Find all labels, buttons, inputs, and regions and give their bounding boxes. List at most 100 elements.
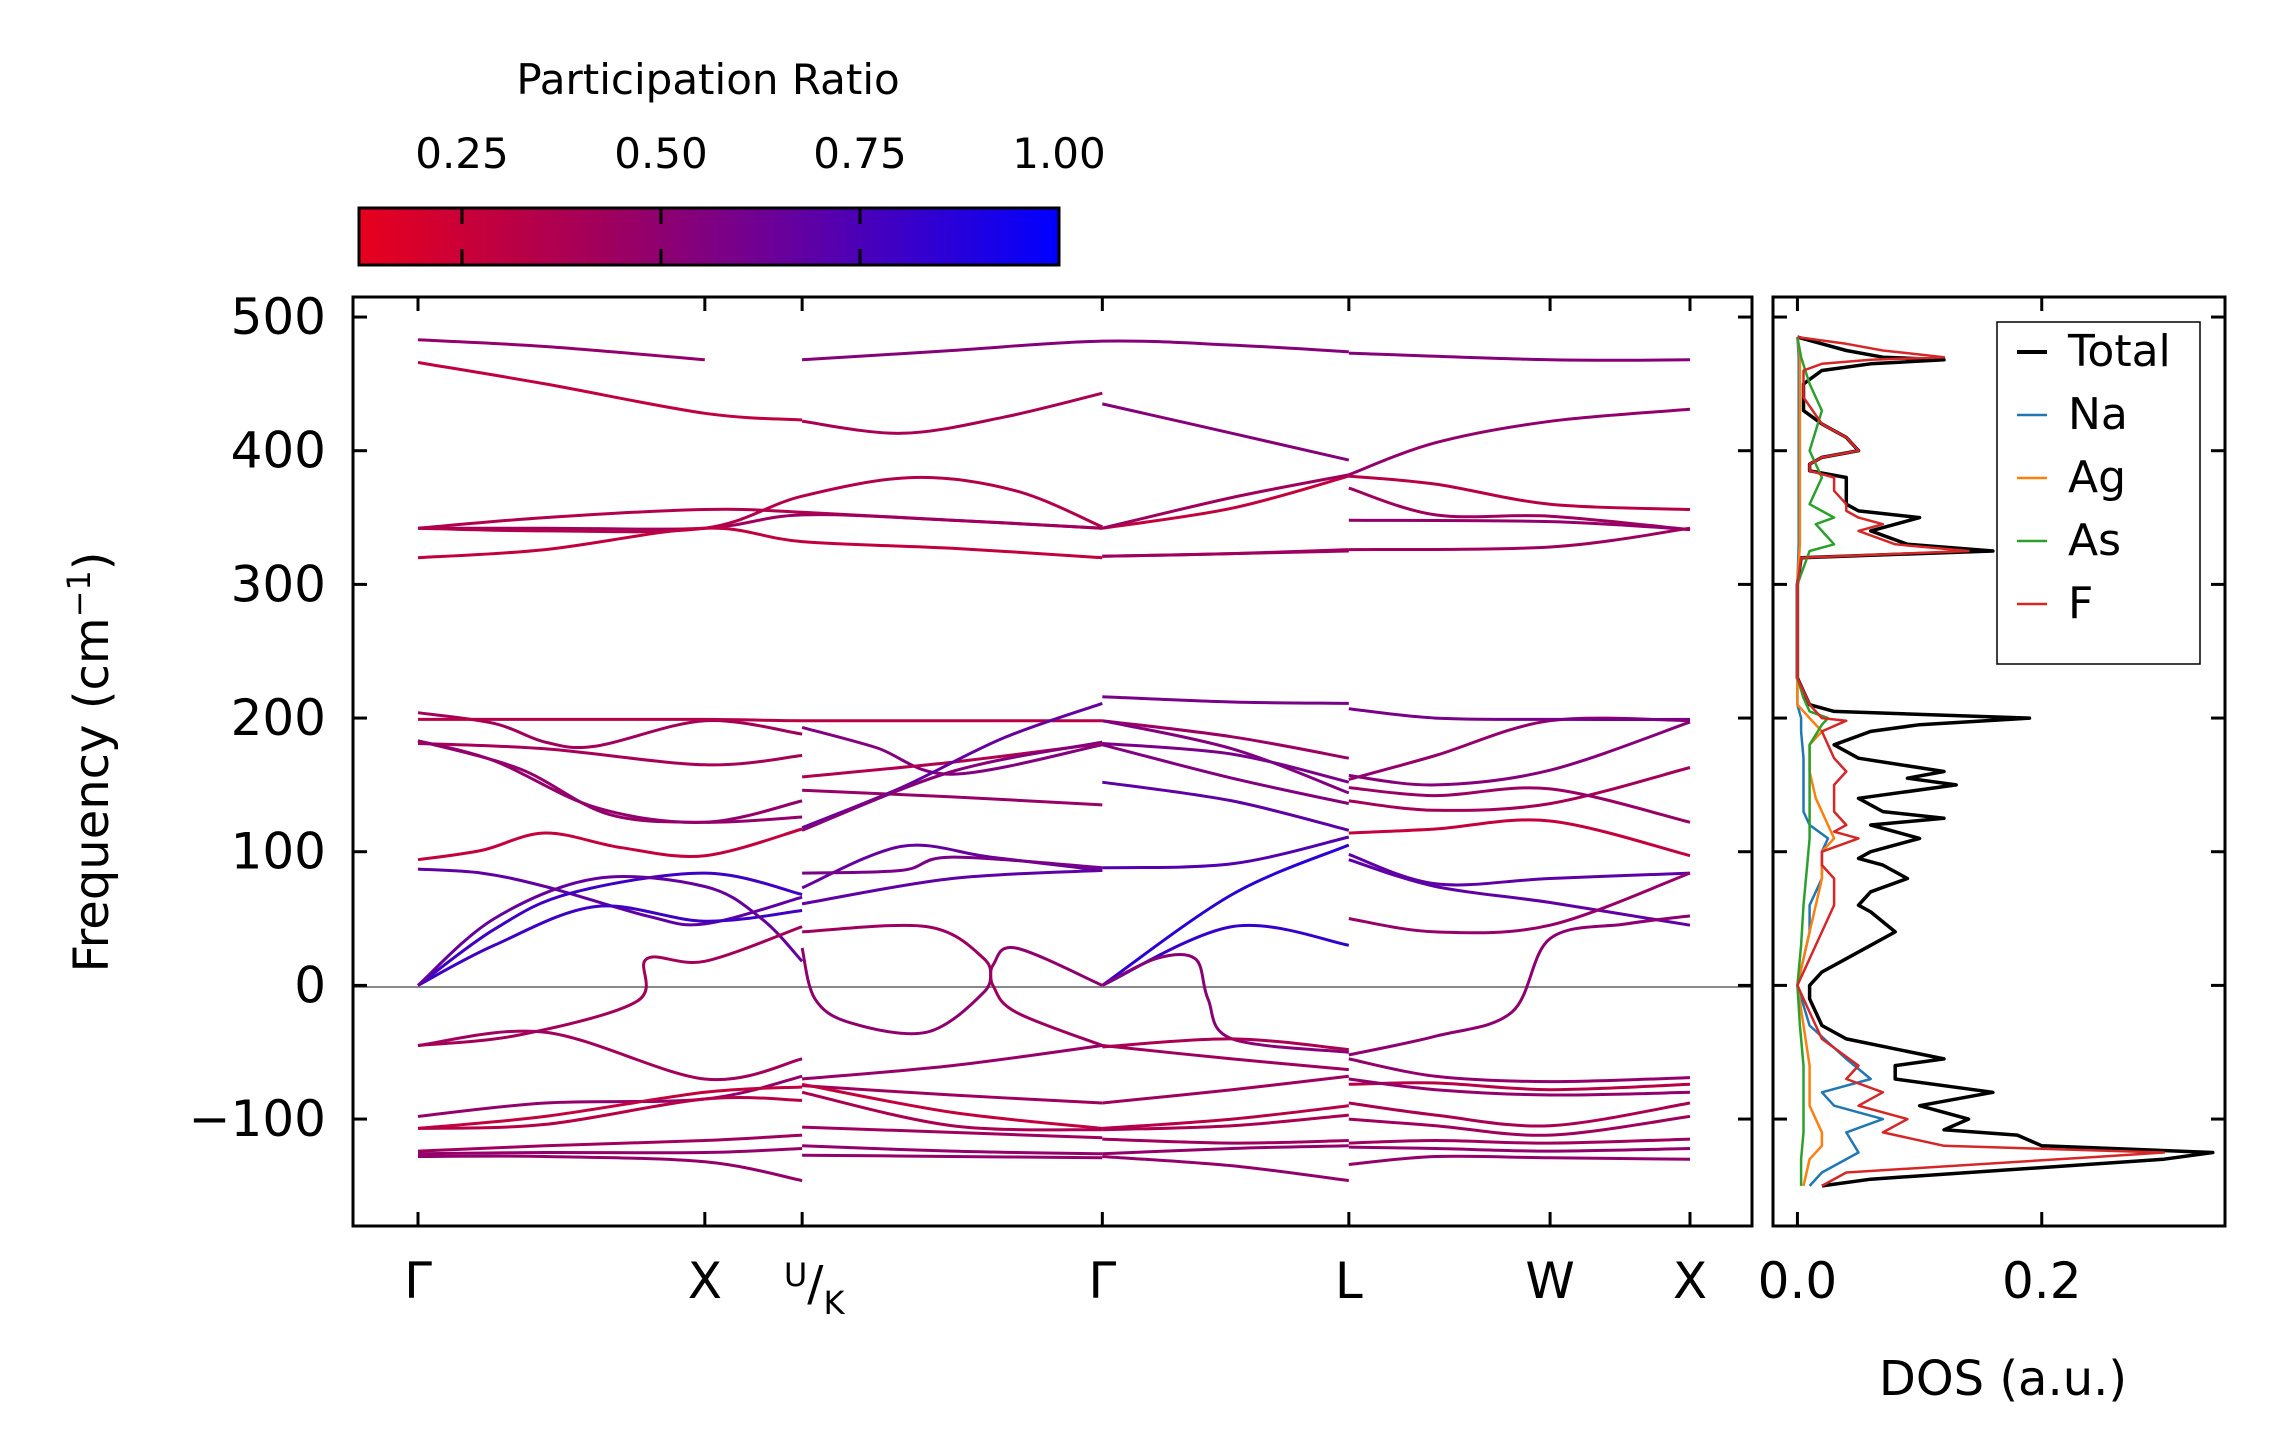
x-tick-label-slash: / xyxy=(807,1256,824,1312)
band-line xyxy=(1101,953,1349,1054)
band-line xyxy=(418,717,1103,723)
band-line xyxy=(1102,719,1350,760)
band-line xyxy=(1102,1074,1349,1105)
legend-box xyxy=(1996,321,2201,665)
band-lines xyxy=(417,338,1691,1183)
legend-label: Na xyxy=(2068,389,2128,440)
legend-label: As xyxy=(2068,515,2121,566)
legend-label: F xyxy=(2068,578,2093,629)
band-line xyxy=(417,475,1103,534)
band-line xyxy=(1101,402,1350,462)
colorbar-label: Participation Ratio xyxy=(516,55,899,104)
band-line xyxy=(417,1029,803,1082)
band-x-ticks: Γ X U/K Γ L W X xyxy=(404,297,1707,1322)
band-line xyxy=(1348,914,1691,1057)
band-line xyxy=(1348,407,1691,477)
band-line xyxy=(802,855,1103,875)
band-line xyxy=(1102,549,1349,558)
x-tick-label-upper: U xyxy=(784,1256,807,1294)
band-line xyxy=(1348,871,1691,935)
band-line xyxy=(1348,707,1691,721)
x-tick-label: Γ xyxy=(1088,1252,1116,1310)
band-line xyxy=(802,1125,1103,1140)
band-line xyxy=(1102,1155,1349,1183)
band-line xyxy=(801,725,1103,776)
x-tick-label: L xyxy=(1335,1252,1363,1310)
band-line xyxy=(1348,1077,1691,1097)
band-line xyxy=(1348,858,1691,927)
band-line xyxy=(417,904,803,987)
band-line xyxy=(1101,743,1350,806)
band-line xyxy=(1348,852,1691,887)
band-line xyxy=(1348,786,1691,824)
band-line xyxy=(800,945,1103,1036)
band-structure-panel: Γ X U/K Γ L W X −100 0 100 200 300 400 500 Frequency… xyxy=(60,288,1754,1322)
colorbar-tick-label: 0.25 xyxy=(415,129,509,178)
band-line xyxy=(1102,742,1350,784)
band-line xyxy=(417,739,803,824)
band-line xyxy=(417,1095,803,1130)
band-line xyxy=(417,526,1103,560)
band-line xyxy=(802,1144,1103,1156)
band-line xyxy=(1101,473,1350,530)
band-line xyxy=(1102,1137,1349,1145)
band-line xyxy=(1348,486,1691,532)
y-tick-label: 0 xyxy=(294,956,326,1014)
dos-lines xyxy=(1795,335,2215,1188)
band-line xyxy=(801,1044,1103,1081)
dos-x-axis-label: DOS (a.u.) xyxy=(1879,1351,2127,1407)
band-line xyxy=(801,391,1103,435)
colorbar-gradient xyxy=(357,206,1061,267)
band-line xyxy=(417,1154,803,1183)
band-line xyxy=(1348,766,1691,812)
dos-line-ag xyxy=(1796,336,1836,1187)
colorbar-tick-label: 1.00 xyxy=(1012,129,1106,178)
colorbar-tick-label: 0.75 xyxy=(813,129,907,178)
band-line xyxy=(1102,1037,1349,1052)
band-line xyxy=(801,740,1103,832)
band-axes-frame xyxy=(351,295,1754,1228)
band-line xyxy=(417,875,804,987)
colorbar-ticks xyxy=(460,208,862,265)
y-tick-label: 100 xyxy=(231,823,326,881)
dos-line-f xyxy=(1796,335,2166,1187)
y-tick-label: 500 xyxy=(231,288,326,346)
legend-label: Total xyxy=(2067,326,2171,377)
band-line xyxy=(1102,1044,1349,1072)
band-line xyxy=(417,925,803,1047)
band-line xyxy=(417,338,705,362)
x-tick-label: Γ xyxy=(404,1252,432,1310)
dos-x-tick-label: 0.0 xyxy=(1758,1252,1838,1310)
band-line xyxy=(1348,1145,1691,1153)
band-line xyxy=(417,361,803,422)
dos-x-tick-label: 0.2 xyxy=(2002,1252,2082,1310)
band-line xyxy=(1348,518,1691,532)
band-line xyxy=(801,868,1103,906)
band-y-axis-label: Frequency (cm−1) xyxy=(60,551,120,972)
band-line xyxy=(1101,719,1350,795)
band-line xyxy=(1102,780,1350,832)
colorbar-tick-labels: 0.25 0.50 0.75 1.00 xyxy=(415,129,1106,178)
band-line xyxy=(1102,1144,1349,1156)
band-line xyxy=(1348,1114,1691,1137)
x-tick-label: X xyxy=(1673,1252,1707,1310)
band-line xyxy=(417,827,803,862)
band-line xyxy=(801,1090,1103,1132)
band-line xyxy=(1102,1104,1349,1130)
band-line xyxy=(802,339,1349,362)
x-tick-label: X xyxy=(688,1252,722,1310)
dos-panel: 0.0 0.2 DOS (a.u.) Total Na Ag As F xyxy=(1758,295,2227,1407)
band-line xyxy=(417,1147,803,1156)
band-line xyxy=(417,871,803,987)
band-line xyxy=(1348,1154,1691,1166)
legend-items: Total Na Ag As F xyxy=(2017,326,2171,629)
x-tick-label: W xyxy=(1525,1252,1574,1310)
band-line xyxy=(1101,923,1350,987)
x-tick-label: U/K xyxy=(784,1256,846,1322)
dos-y-ticks xyxy=(1773,315,2225,1121)
y-tick-label: 400 xyxy=(231,422,326,480)
band-line xyxy=(1348,818,1691,858)
band-line xyxy=(1101,843,1350,987)
band-line xyxy=(802,923,1103,1047)
band-line xyxy=(417,739,803,824)
